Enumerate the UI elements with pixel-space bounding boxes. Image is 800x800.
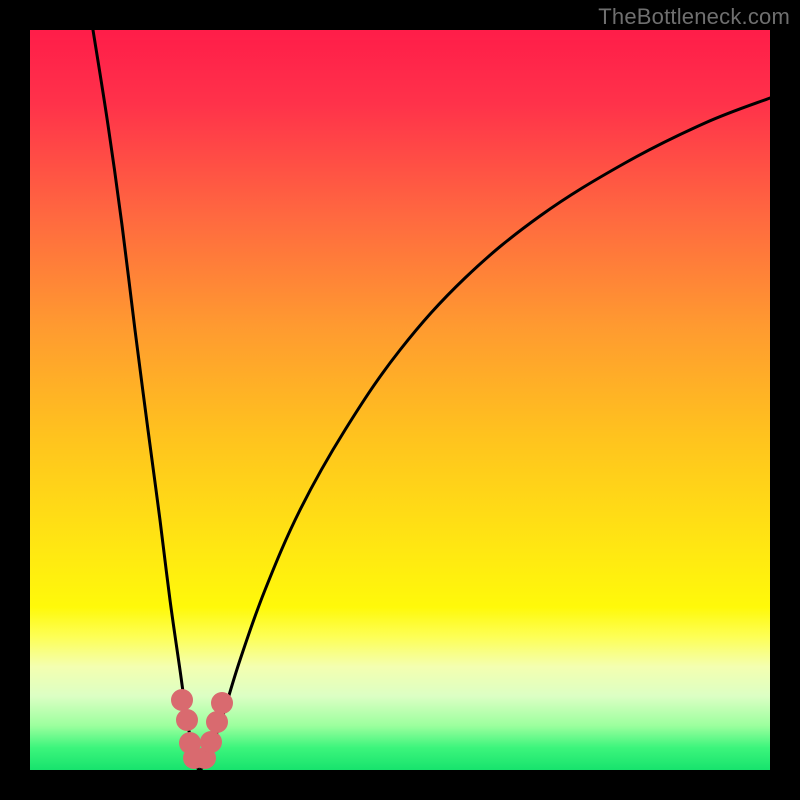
marker-dot [206, 711, 228, 733]
plot-svg [30, 30, 770, 770]
watermark-text: TheBottleneck.com [598, 4, 790, 30]
marker-dot [176, 709, 198, 731]
marker-dot [211, 692, 233, 714]
plot-area [30, 30, 770, 770]
marker-dot [200, 731, 222, 753]
gradient-background [30, 30, 770, 770]
marker-dot [171, 689, 193, 711]
chart-frame: TheBottleneck.com [0, 0, 800, 800]
